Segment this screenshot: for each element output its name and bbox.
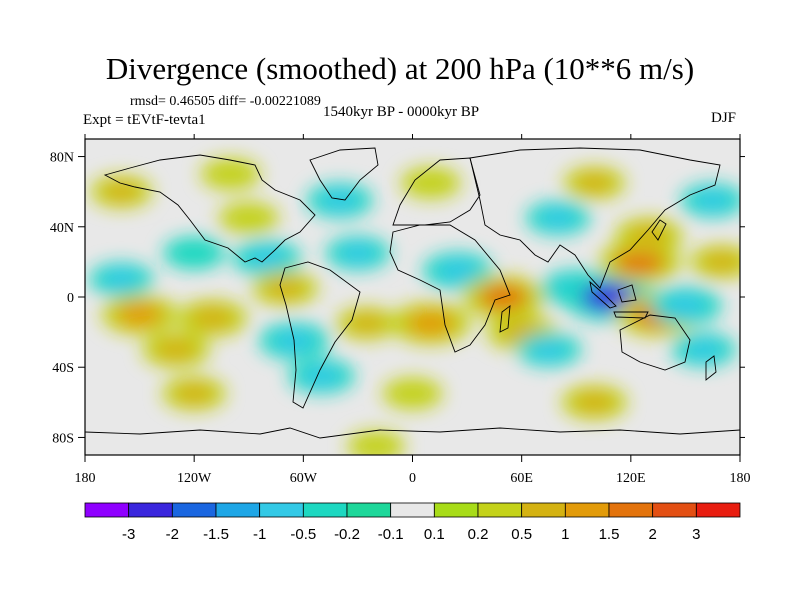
colorbar-swatch: [390, 502, 435, 518]
field-anomaly-core: [265, 277, 305, 299]
coastline-new-zealand: [705, 355, 717, 381]
colorbar-level-label: 0.1: [424, 526, 445, 543]
x-axis: 180 120W 60W 0 60E 120E 180: [75, 134, 751, 486]
colorbar-level-label: -2: [166, 526, 179, 543]
field-anomaly-core: [702, 251, 740, 273]
field-anomaly-core: [116, 302, 163, 327]
field-anomaly-core: [212, 164, 249, 184]
coastline-australia: [619, 314, 691, 371]
x-tick-label: 180: [730, 471, 751, 486]
x-tick-label: 120W: [177, 471, 212, 486]
field-anomaly-core: [628, 224, 670, 247]
colorbar-level-label: 0.2: [468, 526, 489, 543]
colorbar-swatch: [215, 502, 261, 518]
colorbar-swatch: [608, 502, 654, 518]
coastlines: [85, 147, 740, 439]
coastline-madagascar: [499, 305, 511, 333]
field-anomaly-core: [663, 294, 708, 318]
colorbar-level-label: -0.1: [378, 526, 404, 543]
field-anomaly-core: [412, 173, 449, 193]
colorbar-swatch: [259, 502, 304, 518]
field-anomaly-core: [319, 189, 360, 211]
colorbar-swatch: [84, 502, 130, 518]
coastline-greenland: [309, 147, 379, 201]
x-tick-label: 120E: [616, 471, 646, 486]
coastline-antarctica: [85, 427, 740, 439]
field-anomaly-core: [155, 338, 197, 361]
colorbar-level-label: -1: [253, 526, 266, 543]
field-anomaly-core: [301, 365, 342, 387]
field-anomaly-core: [529, 339, 569, 360]
field-anomaly-core: [436, 259, 479, 282]
field-anomaly-core: [538, 207, 578, 229]
field-anomaly-core: [575, 172, 614, 193]
colorbar-level-label: -1.5: [203, 526, 229, 543]
field-anomaly-core: [406, 310, 455, 336]
field-anomaly-core: [358, 436, 394, 455]
colorbar-swatch: [695, 502, 741, 518]
colorbar-level-label: 0.5: [511, 526, 532, 543]
field-anomaly-core: [693, 190, 732, 211]
x-tick-label: 0: [409, 471, 416, 486]
season-label: DJF: [711, 110, 737, 126]
y-tick-label: 80S: [52, 431, 74, 446]
field-anomaly-core: [615, 248, 665, 275]
x-tick-label: 60W: [290, 471, 318, 486]
field-anomaly-core: [574, 391, 615, 413]
colorbar-level-label: -3: [122, 526, 135, 543]
colorbar-level-label: 2: [648, 526, 656, 543]
y-tick-label: 40S: [52, 361, 74, 376]
colorbar-swatch: [346, 502, 392, 518]
field-anomaly-core: [230, 208, 267, 228]
field-anomaly-core: [684, 339, 723, 360]
colorbar-level-label: -0.2: [334, 526, 360, 543]
field-anomaly-core: [348, 313, 386, 334]
field-anomaly-core: [102, 181, 140, 202]
colorbar-level-label: 1: [561, 526, 569, 543]
colorbar-level-label: 3: [692, 526, 700, 543]
coastline-africa: [389, 224, 511, 353]
colorbar: -3 -2 -1.5 -1 -0.5 -0.2 -0.1 0.1 0.2 0.5 1 1.5 2 3: [84, 502, 741, 543]
stats-text: rmsd= 0.46505 diff= -0.00221089: [130, 94, 321, 109]
y-axis: 80N 40N 0 40S 80S: [50, 151, 745, 446]
colorbar-swatch: [521, 502, 566, 518]
coastline-japan: [651, 219, 667, 241]
x-tick-label: 60E: [510, 471, 533, 486]
colorbar-swatch: [652, 502, 697, 518]
period-text: 1540kyr BP - 0000kyr BP: [323, 104, 480, 120]
colorbar-swatch: [477, 502, 523, 518]
chart-title: Divergence (smoothed) at 200 hPa (10**6 …: [105, 51, 695, 86]
coastline-north-america: [103, 154, 316, 263]
experiment-label: Expt = tEVtF-tevta1: [83, 112, 206, 128]
colorbar-swatch: [171, 502, 217, 518]
field-anomaly-core: [174, 383, 214, 404]
colorbar-swatch: [433, 502, 479, 518]
colorbar-swatch: [128, 502, 173, 518]
x-tick-label: 180: [75, 471, 96, 486]
colorbar-level-label: 1.5: [599, 526, 620, 543]
y-tick-label: 40N: [50, 221, 74, 236]
field-anomaly-core: [191, 306, 234, 330]
coastline-south-america: [279, 261, 361, 409]
field-anomaly-core: [338, 242, 378, 264]
field-anomaly-core: [102, 269, 141, 290]
coastline-asia: [469, 147, 721, 289]
field-anomaly-core: [394, 383, 431, 404]
field-anomaly-core: [175, 243, 213, 264]
y-tick-label: 80N: [50, 151, 74, 166]
colorbar-level-label: -0.5: [290, 526, 316, 543]
y-tick-label: 0: [67, 291, 74, 306]
field-anomaly-core: [246, 247, 288, 270]
colorbar-swatch: [302, 502, 348, 518]
coastline-europe: [392, 157, 481, 226]
colorbar-swatch: [564, 502, 610, 518]
